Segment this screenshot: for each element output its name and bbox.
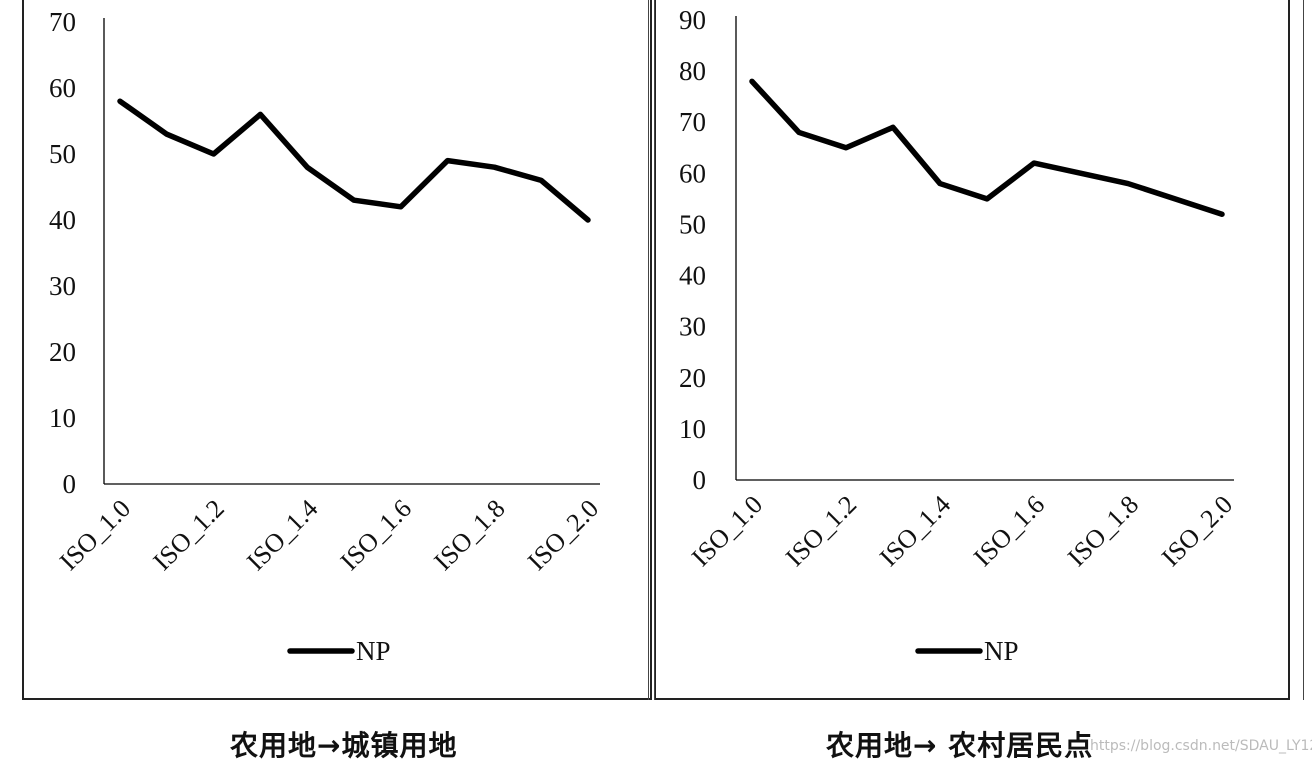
y-tick-label: 90 bbox=[679, 5, 706, 35]
x-tick-label: ISO_1.4 bbox=[874, 490, 956, 572]
data-point bbox=[938, 182, 942, 186]
y-tick-label: 40 bbox=[679, 261, 706, 291]
x-tick-label: ISO_2.0 bbox=[1156, 490, 1238, 572]
data-point bbox=[586, 218, 590, 222]
watermark: https://blog.csdn.net/SDAU_LY124 bbox=[1090, 738, 1312, 754]
y-tick-label: 70 bbox=[49, 7, 76, 37]
x-tick-label: ISO_1.2 bbox=[780, 490, 862, 572]
y-tick-label: 10 bbox=[679, 414, 706, 444]
data-point bbox=[891, 125, 895, 129]
data-point bbox=[446, 159, 450, 163]
data-point bbox=[352, 198, 356, 202]
y-tick-label: 0 bbox=[693, 465, 707, 495]
legend-label: NP bbox=[984, 636, 1019, 666]
data-point bbox=[797, 130, 801, 134]
data-point bbox=[212, 152, 216, 156]
x-tick-label: ISO_1.6 bbox=[968, 490, 1050, 572]
y-tick-label: 10 bbox=[49, 403, 76, 433]
caption-right: 农用地→ 农村居民点 bbox=[826, 729, 1094, 762]
y-tick-label: 20 bbox=[679, 363, 706, 393]
data-point bbox=[1220, 212, 1224, 216]
caption-left: 农用地→城镇用地 bbox=[230, 729, 458, 762]
y-tick-label: 20 bbox=[49, 337, 76, 367]
y-tick-label: 60 bbox=[679, 158, 706, 188]
data-point bbox=[118, 99, 122, 103]
data-point bbox=[305, 165, 309, 169]
data-point bbox=[1173, 197, 1177, 201]
chart-panel-right bbox=[654, 0, 1290, 700]
series-line-np bbox=[117, 98, 591, 223]
y-tick-label: 80 bbox=[679, 56, 706, 86]
x-tick-label: ISO_1.4 bbox=[241, 494, 323, 576]
y-tick-label: 30 bbox=[49, 271, 76, 301]
y-tick-label: 50 bbox=[679, 209, 706, 239]
y-tick-label: 30 bbox=[679, 312, 706, 342]
x-tick-label: ISO_1.0 bbox=[686, 490, 768, 572]
data-point bbox=[539, 178, 543, 182]
legend-label: NP bbox=[356, 636, 391, 666]
panel-divider bbox=[648, 0, 655, 700]
chart-1: 0 10 20 30 40 50 60 70 80 90 ISO_1.0 ISO_1.2 ISO_1.4… bbox=[679, 5, 1238, 666]
x-tick-label: ISO_1.6 bbox=[335, 494, 417, 576]
data-point bbox=[1079, 171, 1083, 175]
panel-right-edge bbox=[1303, 0, 1304, 700]
y-tick-label: 40 bbox=[49, 205, 76, 235]
x-tick-label: ISO_1.0 bbox=[54, 494, 136, 576]
series-line-np bbox=[749, 78, 1225, 217]
x-tick-label: ISO_2.0 bbox=[522, 494, 604, 576]
x-tick-label: ISO_1.2 bbox=[148, 494, 230, 576]
data-point bbox=[1032, 161, 1036, 165]
data-point bbox=[492, 165, 496, 169]
y-tick-label: 50 bbox=[49, 139, 76, 169]
chart-panel-left bbox=[22, 0, 652, 700]
data-point bbox=[750, 79, 754, 83]
data-point bbox=[1126, 182, 1130, 186]
data-point bbox=[399, 205, 403, 209]
data-point bbox=[985, 197, 989, 201]
x-tick-label: ISO_1.8 bbox=[428, 494, 510, 576]
y-tick-label: 0 bbox=[63, 469, 77, 499]
data-point bbox=[844, 146, 848, 150]
x-tick-label: ISO_1.8 bbox=[1062, 490, 1144, 572]
data-point bbox=[165, 132, 169, 136]
y-tick-label: 60 bbox=[49, 73, 76, 103]
y-tick-label: 70 bbox=[679, 107, 706, 137]
data-point bbox=[258, 112, 262, 116]
